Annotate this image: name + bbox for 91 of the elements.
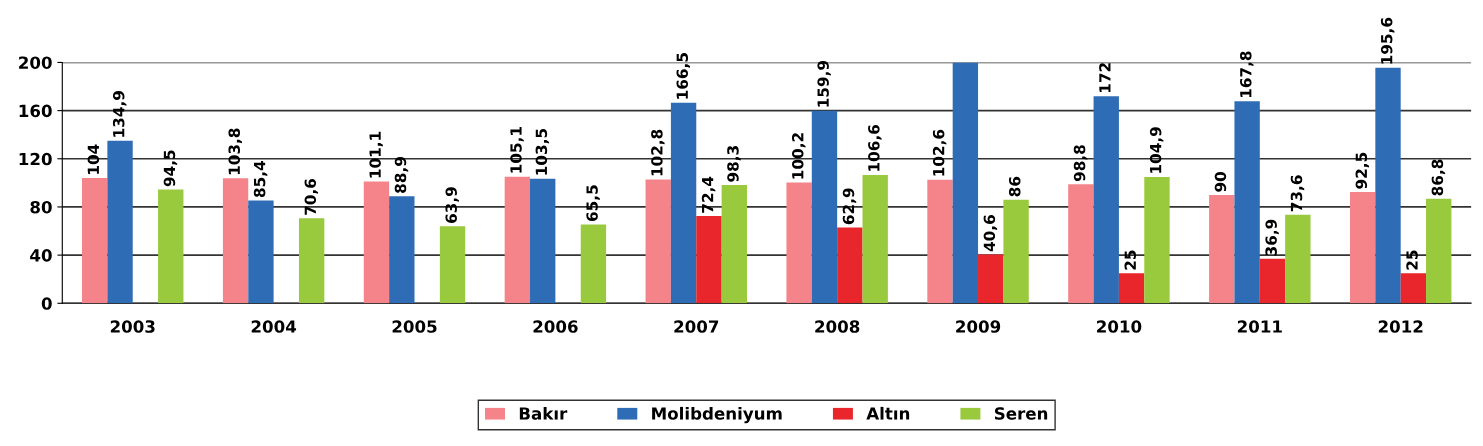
bar — [1259, 258, 1286, 304]
bar — [504, 176, 531, 304]
data-label: 92,5 — [1355, 152, 1370, 189]
data-label: 167,8 — [1240, 51, 1254, 98]
bar — [978, 254, 1004, 304]
y-tick-label: 80 — [30, 200, 52, 214]
data-label: 62,9 — [842, 188, 857, 225]
x-tick-label: 2011 — [1237, 320, 1282, 333]
bar — [248, 200, 274, 304]
bar — [298, 218, 325, 304]
bar — [1400, 273, 1427, 304]
legend-label: Bakır — [519, 406, 568, 420]
bar — [721, 184, 747, 304]
data-label: 104,9 — [1149, 127, 1164, 173]
bar — [439, 226, 466, 304]
data-label: 63,9 — [445, 187, 459, 223]
data-label: 72,4 — [701, 176, 716, 213]
bar — [862, 174, 888, 304]
x-tick-label: 2004 — [251, 320, 297, 333]
data-label: 159,9 — [817, 60, 831, 107]
bar — [580, 224, 607, 304]
bar — [670, 102, 697, 304]
data-label: 25 — [1124, 250, 1137, 270]
bar — [1093, 96, 1119, 304]
x-tick-label: 2006 — [533, 320, 578, 333]
bar — [952, 62, 979, 304]
x-tick-label: 2008 — [815, 320, 860, 333]
bar — [811, 110, 838, 304]
x-tick-label: 2012 — [1378, 320, 1423, 333]
bar — [837, 227, 863, 304]
bar — [1285, 214, 1311, 304]
bar — [1209, 194, 1235, 304]
y-tick-label: 200 — [19, 56, 52, 70]
data-label: 102,8 — [651, 129, 665, 176]
bar — [645, 179, 671, 304]
legend-label: Altın — [866, 406, 910, 420]
data-label: 65,5 — [586, 185, 600, 222]
bar — [1068, 184, 1094, 304]
bar — [1003, 199, 1029, 304]
x-tick-label: 2003 — [110, 320, 155, 333]
y-tick-label: 40 — [30, 249, 52, 262]
data-label: 101,1 — [369, 131, 383, 178]
x-tick-label: 2010 — [1097, 320, 1142, 333]
data-label: 134,9 — [112, 91, 127, 137]
data-label: 98,8 — [1073, 145, 1088, 182]
data-label: 86 — [1008, 176, 1021, 197]
bar — [1426, 198, 1452, 304]
data-label: 106,6 — [868, 125, 882, 171]
data-label: 102,6 — [932, 129, 947, 176]
data-label: 104 — [87, 144, 100, 174]
bar — [363, 181, 390, 304]
data-label: 100,2 — [791, 133, 806, 179]
bar — [786, 182, 812, 304]
bar — [696, 216, 722, 304]
x-tick-label: 2009 — [956, 320, 1001, 333]
data-label: 36,9 — [1265, 219, 1279, 256]
bar — [927, 179, 953, 304]
data-label: 40,6 — [983, 215, 998, 252]
bar — [158, 189, 184, 304]
data-label: 98,3 — [727, 146, 741, 182]
x-tick-label: 2007 — [674, 320, 719, 333]
data-label: 85,4 — [253, 161, 268, 198]
data-label: 105,1 — [510, 127, 524, 173]
data-label: 94,5 — [163, 150, 178, 187]
bar — [107, 140, 133, 304]
legend-label: Molibdeniyum — [652, 406, 782, 424]
bar — [1118, 273, 1145, 304]
bar — [1375, 67, 1401, 304]
data-label: 172 — [1099, 63, 1111, 93]
bar — [82, 178, 108, 304]
data-label: 88,9 — [394, 157, 409, 193]
y-tick-label: 160 — [19, 104, 52, 118]
y-tick-label: 120 — [19, 152, 52, 166]
data-label: 70,6 — [304, 178, 319, 215]
data-label: 103,5 — [535, 128, 550, 175]
x-tick-label: 2005 — [392, 320, 437, 333]
data-label: 195,6 — [1380, 17, 1395, 64]
bar — [222, 178, 249, 304]
data-label: 86,8 — [1431, 159, 1446, 196]
bar — [1234, 101, 1260, 304]
data-label: 25 — [1406, 250, 1418, 270]
y-tick-label: 0 — [41, 297, 52, 310]
bar — [1349, 191, 1376, 304]
data-label: 103,8 — [228, 128, 242, 175]
data-label: 90 — [1214, 171, 1227, 192]
bar — [530, 178, 556, 304]
data-label: 166,5 — [676, 53, 690, 99]
legend-label: Seren — [994, 407, 1048, 420]
data-label: 73,6 — [1290, 175, 1305, 212]
bar — [389, 196, 415, 304]
bar — [1144, 176, 1170, 304]
